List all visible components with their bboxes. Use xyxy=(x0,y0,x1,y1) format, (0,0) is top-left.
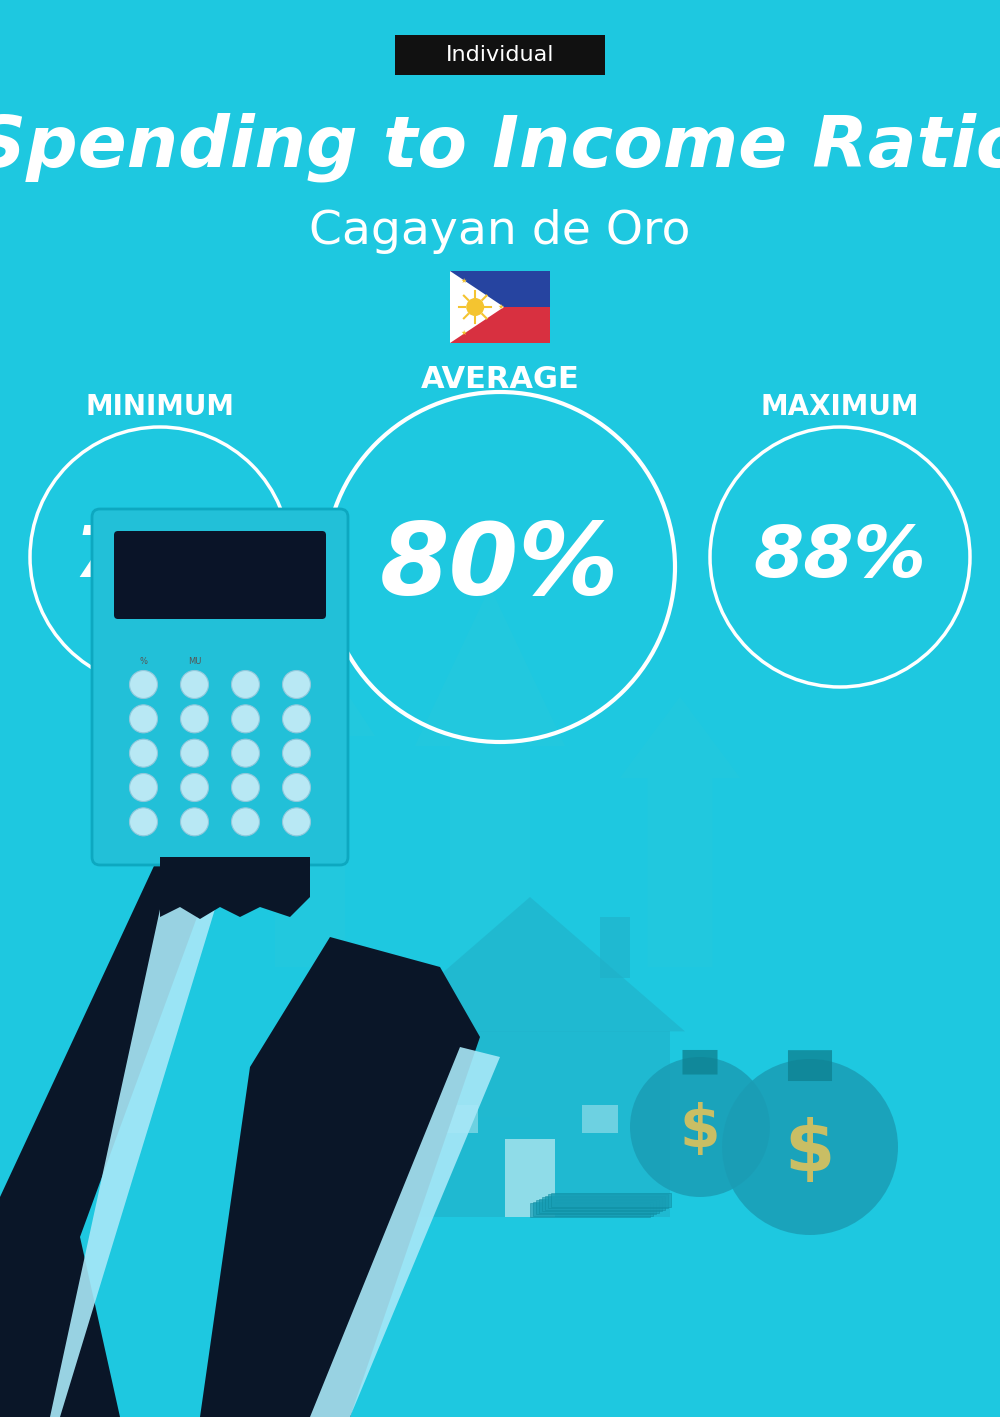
Circle shape xyxy=(283,808,310,836)
Bar xyxy=(536,1200,656,1214)
Bar xyxy=(505,1139,555,1217)
Text: 80%: 80% xyxy=(380,519,620,615)
Circle shape xyxy=(232,670,260,699)
Text: ★: ★ xyxy=(461,330,467,336)
Text: AVERAGE: AVERAGE xyxy=(421,364,579,394)
Bar xyxy=(600,917,630,978)
Circle shape xyxy=(180,670,208,699)
Bar xyxy=(533,1202,653,1216)
Circle shape xyxy=(180,740,208,767)
Circle shape xyxy=(130,808,158,836)
Bar xyxy=(548,1195,668,1209)
Circle shape xyxy=(130,740,158,767)
Circle shape xyxy=(180,774,208,802)
Text: MU: MU xyxy=(188,657,201,666)
Polygon shape xyxy=(150,937,480,1417)
Circle shape xyxy=(180,808,208,836)
Circle shape xyxy=(232,704,260,733)
Bar xyxy=(551,1193,671,1206)
Bar xyxy=(545,1196,665,1210)
Polygon shape xyxy=(390,1032,670,1217)
Circle shape xyxy=(232,740,260,767)
Bar xyxy=(542,1197,662,1212)
Polygon shape xyxy=(160,857,310,920)
Text: ★: ★ xyxy=(497,305,504,310)
Text: MINIMUM: MINIMUM xyxy=(86,393,234,421)
Circle shape xyxy=(232,808,260,836)
Circle shape xyxy=(130,670,158,699)
Text: %: % xyxy=(140,657,148,666)
Polygon shape xyxy=(415,587,565,1117)
FancyBboxPatch shape xyxy=(114,531,326,619)
Text: 88%: 88% xyxy=(754,523,926,591)
Circle shape xyxy=(630,1057,770,1197)
Circle shape xyxy=(130,774,158,802)
Circle shape xyxy=(232,774,260,802)
Text: Spending to Income Ratio: Spending to Income Ratio xyxy=(0,112,1000,181)
Circle shape xyxy=(130,704,158,733)
Text: Individual: Individual xyxy=(446,45,554,65)
Polygon shape xyxy=(375,897,685,1032)
Text: $: $ xyxy=(785,1117,835,1186)
Circle shape xyxy=(283,704,310,733)
Circle shape xyxy=(283,740,310,767)
Bar xyxy=(442,1105,478,1134)
Bar xyxy=(582,1105,618,1134)
Polygon shape xyxy=(50,808,240,1417)
Bar xyxy=(395,35,605,75)
FancyBboxPatch shape xyxy=(788,1050,832,1081)
Text: ★: ★ xyxy=(461,278,467,283)
Circle shape xyxy=(283,670,310,699)
Bar xyxy=(450,307,550,343)
Text: 73%: 73% xyxy=(74,523,246,591)
Text: MAXIMUM: MAXIMUM xyxy=(761,393,919,421)
Polygon shape xyxy=(450,271,504,343)
Circle shape xyxy=(283,774,310,802)
Text: $: $ xyxy=(680,1102,720,1159)
Text: Cagayan de Oro: Cagayan de Oro xyxy=(309,210,691,255)
Circle shape xyxy=(722,1058,898,1236)
Circle shape xyxy=(180,704,208,733)
Polygon shape xyxy=(245,638,375,966)
Bar xyxy=(530,1203,650,1217)
FancyBboxPatch shape xyxy=(92,509,348,864)
Circle shape xyxy=(466,298,484,316)
Bar xyxy=(450,271,550,307)
Polygon shape xyxy=(310,1047,500,1417)
Polygon shape xyxy=(620,697,740,966)
Polygon shape xyxy=(0,767,310,1417)
Bar xyxy=(539,1199,659,1213)
FancyBboxPatch shape xyxy=(682,1050,718,1074)
